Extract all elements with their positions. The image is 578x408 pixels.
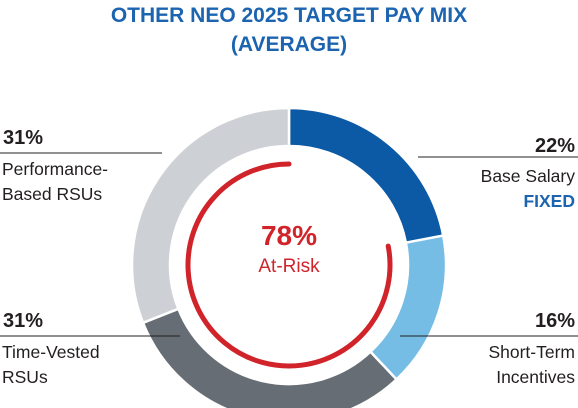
short-term-label-line2: Incentives [496, 367, 575, 387]
donut-slices [130, 106, 448, 408]
fixed-tag-label: FIXED [523, 191, 575, 211]
slice-time-vested-rsus [141, 307, 399, 408]
performance-pct-label: 31% [3, 127, 43, 149]
at-risk-percent: 78% [261, 220, 317, 251]
time-vested-label-line1: Time-Vested [2, 342, 100, 362]
base-salary-label: Base Salary [481, 166, 576, 186]
at-risk-label: At-Risk [258, 256, 320, 277]
short-term-pct-label: 16% [535, 310, 575, 332]
time-vested-pct-label: 31% [3, 310, 43, 332]
chart-title: OTHER NEO 2025 TARGET PAY MIX [111, 4, 467, 27]
performance-label-line2: Based RSUs [2, 184, 102, 204]
short-term-label-line1: Short-Term [488, 342, 575, 362]
base-salary-pct-label: 22% [535, 135, 575, 157]
time-vested-label-line2: RSUs [2, 367, 48, 387]
performance-label-line1: Performance- [2, 159, 108, 179]
chart-subtitle: (AVERAGE) [231, 33, 347, 56]
at-risk-arc [185, 161, 393, 369]
slice-performance-based-rsus [130, 106, 291, 325]
